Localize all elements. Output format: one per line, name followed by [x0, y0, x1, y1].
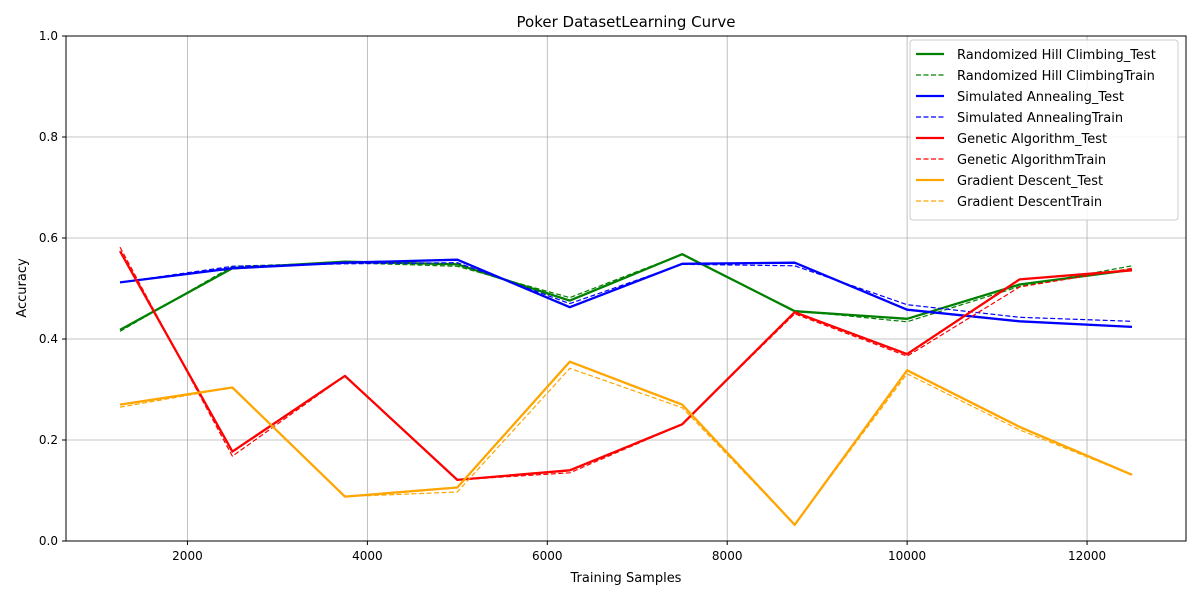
series-line-7	[119, 367, 1133, 526]
legend-label: Genetic Algorithm_Test	[957, 132, 1107, 147]
legend-box	[909, 39, 1179, 221]
y-axis-title: Accuracy	[15, 258, 30, 318]
series-lines	[118, 246, 1133, 526]
x-axis-title: Training Samples	[570, 571, 682, 586]
x-tick-label: 2000	[172, 549, 203, 563]
y-tick-label: 1.0	[39, 29, 58, 43]
series-line-3	[119, 262, 1133, 322]
legend-label: Simulated AnnealingTrain	[957, 111, 1123, 126]
y-tick-label: 0.8	[39, 130, 58, 144]
y-tick-label: 0.2	[39, 433, 58, 447]
x-tick-label: 6000	[532, 549, 563, 563]
y-tick-label: 0.6	[39, 231, 58, 245]
series-line-1	[119, 253, 1133, 332]
x-tick-label: 10000	[888, 549, 926, 563]
chart-title: Poker DatasetLearning Curve	[517, 13, 736, 31]
legend-label: Gradient Descent_Test	[957, 174, 1103, 189]
y-tick-label: 0.4	[39, 332, 58, 346]
legend: Randomized Hill Climbing_Test Randomized …	[909, 39, 1179, 221]
plot-frame	[65, 35, 1187, 542]
series-line-4	[118, 250, 1133, 482]
legend-label: Randomized Hill Climbing_Test	[957, 48, 1156, 63]
x-tick-label: 4000	[352, 549, 383, 563]
legend-label: Genetic AlgorithmTrain	[957, 153, 1106, 168]
legend-label: Simulated Annealing_Test	[957, 90, 1124, 105]
y-axis: 0.0 0.2 0.4 0.6 0.8 1.0	[39, 29, 66, 548]
x-axis: 2000 4000 6000 8000 10000 12000	[172, 541, 1106, 563]
y-tick-label: 0.0	[39, 534, 58, 548]
legend-label: Gradient DescentTrain	[957, 195, 1102, 210]
x-tick-label: 12000	[1068, 549, 1106, 563]
legend-label: Randomized Hill ClimbingTrain	[957, 69, 1155, 84]
x-tick-label: 8000	[712, 549, 743, 563]
